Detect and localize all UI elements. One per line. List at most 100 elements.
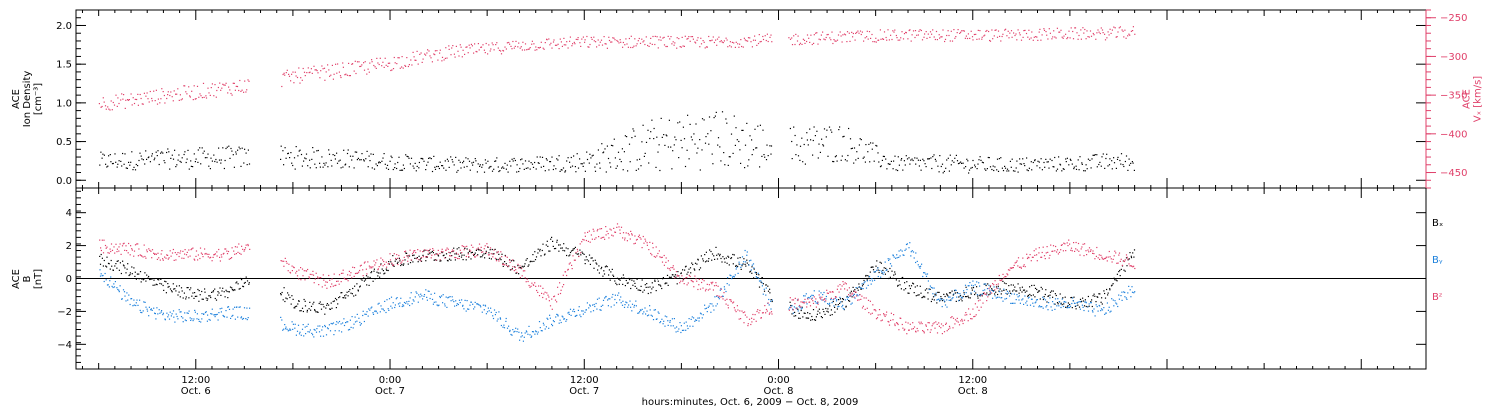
ion_density-point (977, 163, 979, 165)
bx-point (917, 294, 919, 296)
bx-point (534, 259, 537, 261)
bz-point (340, 281, 342, 283)
vx-point (285, 72, 287, 74)
bx-point (549, 250, 551, 252)
ion_density-point (439, 161, 441, 163)
bx-point (684, 269, 686, 271)
bx-point (313, 301, 315, 303)
bz-point (242, 248, 244, 250)
bx-point (597, 269, 599, 271)
by-point (1024, 295, 1026, 297)
bx-point (1091, 305, 1093, 308)
vx-point (957, 29, 959, 31)
vx-point (543, 48, 545, 50)
bz-point (548, 300, 550, 302)
bx-point (188, 297, 190, 299)
bz-point (518, 267, 520, 269)
bz-point (805, 301, 807, 303)
bx-point (1037, 290, 1040, 292)
bx-point (959, 294, 962, 297)
bx-point (832, 300, 834, 303)
bz-point (588, 230, 590, 232)
ion_density-point (849, 138, 852, 140)
bx-point (643, 289, 645, 291)
vx-point (759, 41, 761, 43)
ion_density-point (291, 162, 293, 164)
bz-point (496, 252, 498, 254)
by-point (866, 280, 868, 282)
bz-point (820, 298, 822, 300)
by-point (182, 321, 184, 323)
by-point (899, 255, 901, 257)
ion_density-point (105, 163, 107, 165)
vx-point (446, 57, 448, 59)
bx-point (314, 309, 316, 311)
bx-point (1123, 269, 1125, 271)
by-point (713, 309, 715, 311)
by-point (494, 314, 496, 316)
vx-point (205, 97, 208, 99)
vx-point (902, 38, 905, 40)
bx-point (1083, 305, 1086, 307)
by-point (388, 309, 390, 311)
vx-point (642, 41, 644, 43)
by-point (503, 327, 506, 329)
by-point (789, 306, 791, 308)
bz-point (747, 323, 749, 325)
ion_density-point (1086, 168, 1088, 170)
ion_density-point (859, 138, 861, 140)
ion_density-point (382, 157, 384, 159)
bx-point (633, 280, 635, 282)
ion_density-point (836, 160, 838, 162)
bz-point (790, 307, 792, 309)
ion_density-point (924, 163, 926, 165)
bz-point (287, 270, 289, 272)
ion_density-point (527, 167, 529, 169)
ion_density-point (560, 169, 562, 171)
bx-point (205, 297, 207, 299)
bx-point (497, 258, 499, 261)
by-point (952, 297, 954, 299)
bx-point (217, 291, 219, 293)
by-point (232, 308, 234, 310)
by-point (598, 297, 600, 299)
vx-point (591, 38, 593, 40)
ion_density-point (840, 159, 842, 161)
ion_density-point (502, 166, 504, 168)
ion_density-point (1038, 161, 1040, 163)
bx-point (797, 308, 799, 310)
bx-point (691, 262, 693, 264)
bz-point (476, 248, 478, 250)
bx-point (391, 263, 393, 265)
vx-point (716, 38, 719, 40)
vx-point (556, 44, 558, 46)
by-point (322, 326, 324, 328)
vx-point (1025, 32, 1028, 35)
bx-point (240, 277, 242, 280)
vx-point (1127, 35, 1129, 37)
by-point (1074, 302, 1076, 304)
vx-point (109, 109, 111, 111)
by-point (963, 290, 965, 292)
bz-point (311, 273, 313, 276)
bx-point (556, 239, 558, 241)
bz-point (732, 302, 734, 304)
bz-point (415, 252, 417, 254)
by-point (223, 315, 225, 317)
by-point (118, 291, 120, 293)
bz-point (181, 257, 183, 259)
ion_density-point (633, 130, 635, 132)
bx-point (299, 310, 301, 312)
by-point (466, 300, 468, 302)
bx-point (280, 294, 282, 296)
bz-point (142, 256, 144, 258)
vx-point (572, 43, 574, 45)
bx-point (637, 289, 639, 291)
vx-point (749, 37, 751, 39)
vx-point (796, 40, 799, 42)
ion_density-point (142, 159, 144, 161)
bx-point (467, 252, 469, 254)
by-point (536, 333, 539, 335)
vx-point (482, 44, 484, 46)
bx-point (1021, 291, 1023, 293)
